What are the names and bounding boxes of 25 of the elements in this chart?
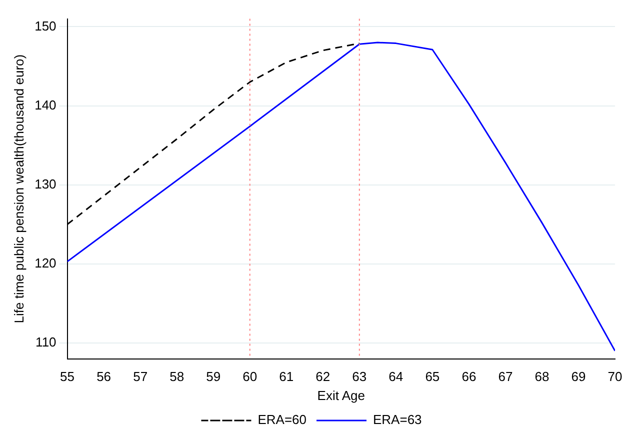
legend-label: ERA=60	[258, 412, 307, 428]
y-tick-label: 140	[34, 97, 56, 112]
x-tick-label: 65	[425, 369, 440, 384]
x-tick-label: 63	[352, 369, 367, 384]
x-tick-label: 61	[279, 369, 294, 384]
y-tick-label: 120	[34, 255, 56, 270]
x-axis-title: Exit Age	[317, 388, 365, 403]
x-tick-label: 67	[498, 369, 513, 384]
x-tick-label: 70	[608, 369, 622, 384]
x-tick-label: 60	[242, 369, 258, 384]
x-tick-label: 66	[462, 369, 476, 384]
y-axis-title: Life time public pension wealth(thousand euro)	[11, 54, 26, 324]
y-tick-label: 110	[36, 334, 56, 350]
x-tick-label: 59	[206, 369, 221, 384]
x-tick-label: 55	[60, 369, 75, 384]
legend-label: ERA=63	[373, 412, 422, 428]
x-tick-label: 64	[388, 369, 404, 384]
x-tick-label: 69	[571, 369, 586, 384]
y-tick-label: 130	[34, 176, 56, 192]
x-tick-label: 68	[534, 369, 550, 384]
x-tick-label: 56	[96, 369, 112, 384]
x-tick-label: 58	[170, 369, 184, 384]
x-tick-label: 62	[316, 369, 330, 384]
y-tick-label: 150	[34, 18, 56, 34]
x-tick-label: 57	[133, 369, 148, 384]
